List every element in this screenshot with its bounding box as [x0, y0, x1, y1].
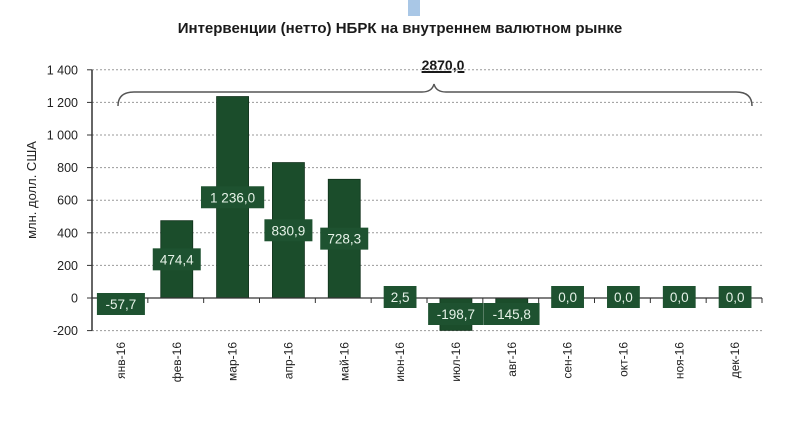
- data-label-box: [383, 286, 417, 308]
- x-category-label: ноя-16: [672, 342, 686, 379]
- y-tick-label: 1 400: [47, 63, 78, 77]
- data-label: 2,5: [391, 290, 410, 305]
- data-label-box: [483, 303, 540, 325]
- y-tick-label: 0: [71, 292, 78, 306]
- data-label: 474,4: [160, 252, 194, 267]
- data-label: -57,7: [106, 297, 137, 312]
- data-label: 728,3: [327, 232, 361, 247]
- data-label-box: [200, 186, 265, 209]
- x-category-label: дек-16: [728, 342, 742, 379]
- y-tick-label: 400: [57, 226, 78, 240]
- data-label: 0,0: [558, 290, 577, 305]
- data-label-box: [551, 286, 584, 308]
- x-category-label: июн-16: [393, 342, 407, 382]
- data-label: -145,8: [493, 307, 531, 322]
- x-category-label: апр-16: [281, 342, 295, 380]
- x-category-label: фев-16: [170, 342, 184, 383]
- x-category-label: окт-16: [616, 342, 630, 377]
- y-tick-label: 800: [57, 161, 78, 175]
- data-label: 830,9: [272, 223, 306, 238]
- x-category-label: май-16: [337, 342, 351, 381]
- data-label: -198,7: [437, 307, 475, 322]
- total-annotation: 2870,0: [421, 57, 465, 73]
- data-label-box: [96, 293, 145, 315]
- data-label-box: [428, 303, 484, 325]
- data-label: 0,0: [726, 290, 745, 305]
- data-label-box: [152, 248, 201, 271]
- data-label: 1 236,0: [210, 190, 255, 205]
- data-label-box: [718, 286, 752, 308]
- data-label-box: [264, 219, 313, 242]
- y-tick-label: -200: [53, 324, 78, 338]
- x-category-label: авг-16: [505, 342, 519, 377]
- data-label-box: [607, 286, 640, 308]
- x-category-label: янв-16: [114, 342, 128, 379]
- x-category-label: мар-16: [226, 342, 240, 381]
- data-label: 0,0: [670, 290, 689, 305]
- y-tick-label: 600: [57, 194, 78, 208]
- data-label-box: [662, 286, 696, 308]
- y-tick-label: 1 000: [47, 129, 78, 143]
- y-tick-label: 200: [57, 259, 78, 273]
- x-category-label: июл-16: [449, 342, 463, 382]
- data-label-box: [320, 227, 369, 250]
- top-marker: [408, 0, 420, 16]
- chart-title: Интервенции (нетто) НБРК на внутреннем в…: [177, 20, 623, 37]
- data-label: 0,0: [614, 290, 633, 305]
- total-brace: [117, 83, 753, 107]
- y-tick-label: 1 200: [47, 96, 78, 110]
- x-category-label: сен-16: [561, 342, 575, 379]
